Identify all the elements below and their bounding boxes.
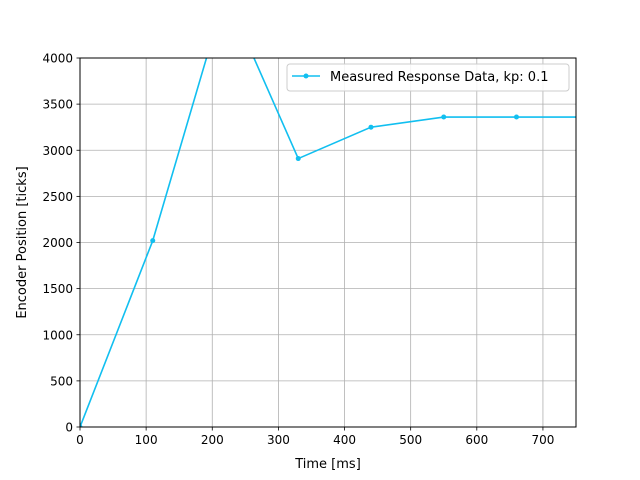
data-point [441,114,447,120]
y-tick-label: 3500 [42,98,73,112]
data-point [587,115,592,120]
y-axis-label: Encoder Position [ticks] [15,166,30,318]
x-tick-label: 600 [465,433,488,447]
y-tick-label: 2000 [42,236,73,250]
y-tick-label: 0 [65,421,73,435]
y-tick-label: 500 [50,374,73,388]
y-tick-label: 3000 [42,144,73,158]
x-tick-label: 0 [76,433,84,447]
y-tick-label: 4000 [42,52,73,66]
series-layer [80,58,592,427]
data-point [150,238,156,244]
data-point [368,124,374,130]
data-point [80,424,83,427]
y-tick-label: 2500 [42,190,73,204]
x-tick-label: 400 [333,433,356,447]
series-line [80,58,576,427]
legend: Measured Response Data, kp: 0.1 [286,63,570,92]
x-tick-label: 300 [267,433,290,447]
x-tick-label: 200 [201,433,224,447]
y-tick-label: 1500 [42,282,73,296]
x-axis-ticks: 0 100 200 300 400 500 600 700 [76,427,554,447]
legend-entry-label: Measured Response Data, kp: 0.1 [330,70,548,85]
data-point [295,156,301,162]
legend-marker-swatch [303,73,309,79]
data-point [513,114,519,120]
legend-box [286,63,570,92]
x-tick-label: 500 [399,433,422,447]
y-axis-ticks: 0 500 1000 1500 2000 2500 3000 3500 4000 [42,52,80,435]
x-axis-label: Time [ms] [294,457,361,472]
y-tick-label: 1000 [42,328,73,342]
x-tick-label: 700 [531,433,554,447]
x-tick-label: 100 [135,433,158,447]
